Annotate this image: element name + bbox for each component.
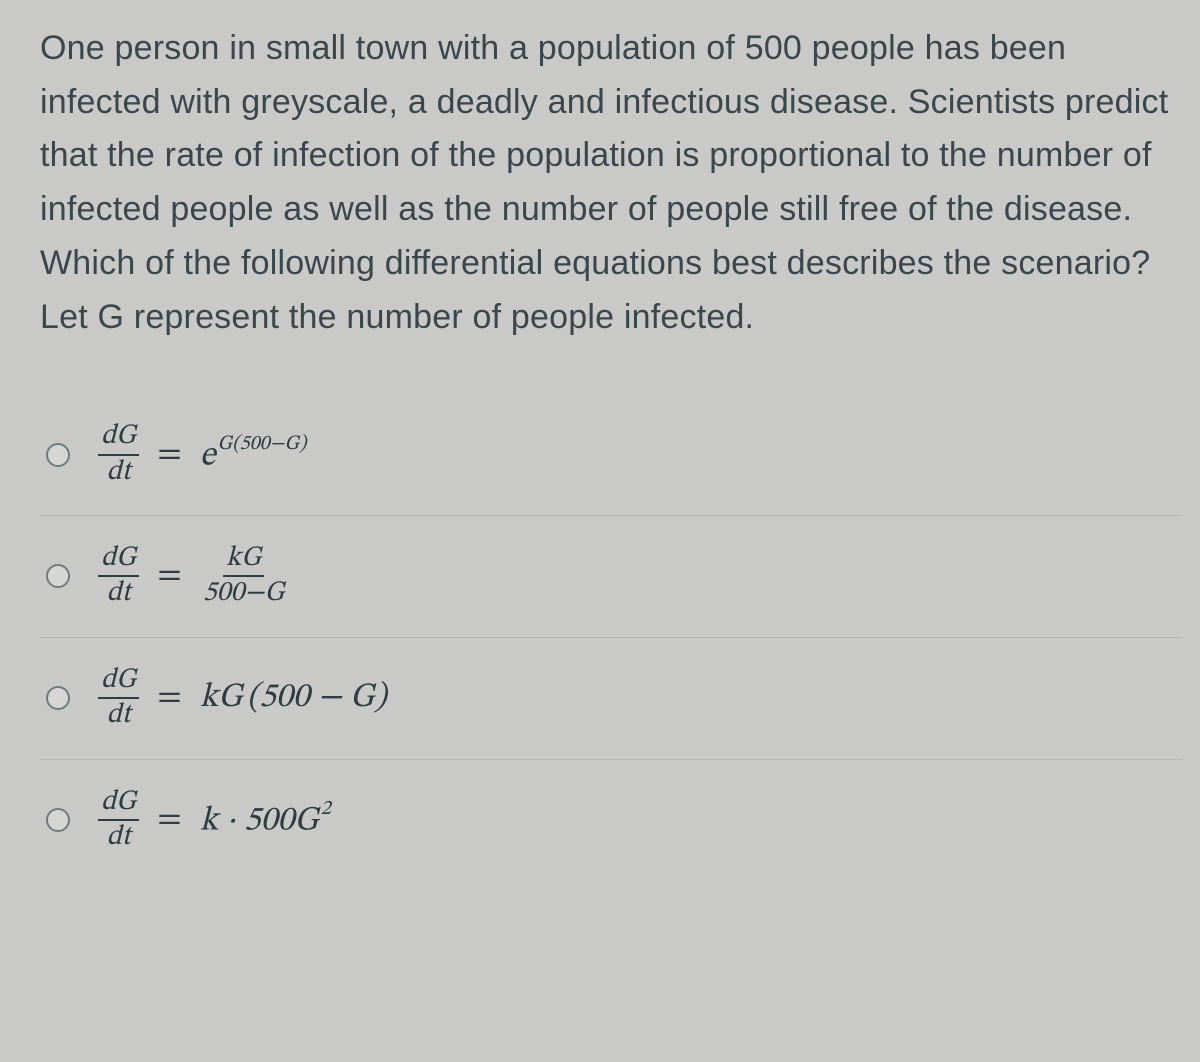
rhs-numerator: kG [223, 544, 264, 577]
answer-options: dG dt = eG(500−G) dG dt = kG 500− [40, 394, 1182, 880]
question-text: One person in small town with a populati… [40, 22, 1182, 344]
rhs-a: eG(500−G) [200, 437, 307, 473]
equation-b: dG dt = kG 500−G [98, 544, 288, 609]
exp-exponent: G(500−G) [218, 433, 307, 453]
equation-a: dG dt = eG(500−G) [98, 422, 306, 487]
rhs-d-text: k · 500G [200, 804, 319, 838]
lhs-fraction: dG dt [98, 422, 139, 487]
equals-sign: = [157, 803, 181, 837]
radio-icon[interactable] [46, 443, 70, 467]
equation-c: dG dt = kG (500 − G) [98, 666, 387, 731]
lhs-denominator: dt [104, 699, 134, 730]
lhs-denominator: dt [104, 821, 134, 852]
rhs-b-fraction: kG 500−G [200, 544, 288, 609]
lhs-numerator: dG [98, 788, 139, 821]
lhs-fraction: dG dt [98, 666, 139, 731]
exp-base: e [200, 439, 216, 473]
lhs-denominator: dt [104, 456, 134, 487]
lhs-numerator: dG [98, 422, 139, 455]
rhs-d-sup: 2 [321, 799, 331, 819]
lhs-fraction: dG dt [98, 544, 139, 609]
equals-sign: = [157, 438, 181, 472]
answer-option-a[interactable]: dG dt = eG(500−G) [40, 394, 1182, 516]
rhs-d: k · 500G2 [200, 802, 331, 838]
rhs-denominator: 500−G [200, 577, 288, 608]
radio-icon[interactable] [46, 564, 70, 588]
lhs-numerator: dG [98, 544, 139, 577]
quiz-question-card: One person in small town with a populati… [0, 0, 1200, 880]
lhs-numerator: dG [98, 666, 139, 699]
answer-option-c[interactable]: dG dt = kG (500 − G) [40, 638, 1182, 760]
answer-option-b[interactable]: dG dt = kG 500−G [40, 516, 1182, 638]
equation-d: dG dt = k · 500G2 [98, 788, 331, 853]
rhs-c: kG (500 − G) [200, 681, 387, 715]
lhs-fraction: dG dt [98, 788, 139, 853]
answer-option-d[interactable]: dG dt = k · 500G2 [40, 760, 1182, 881]
equals-sign: = [157, 681, 181, 715]
equals-sign: = [157, 559, 181, 593]
radio-icon[interactable] [46, 808, 70, 832]
lhs-denominator: dt [104, 577, 134, 608]
radio-icon[interactable] [46, 686, 70, 710]
